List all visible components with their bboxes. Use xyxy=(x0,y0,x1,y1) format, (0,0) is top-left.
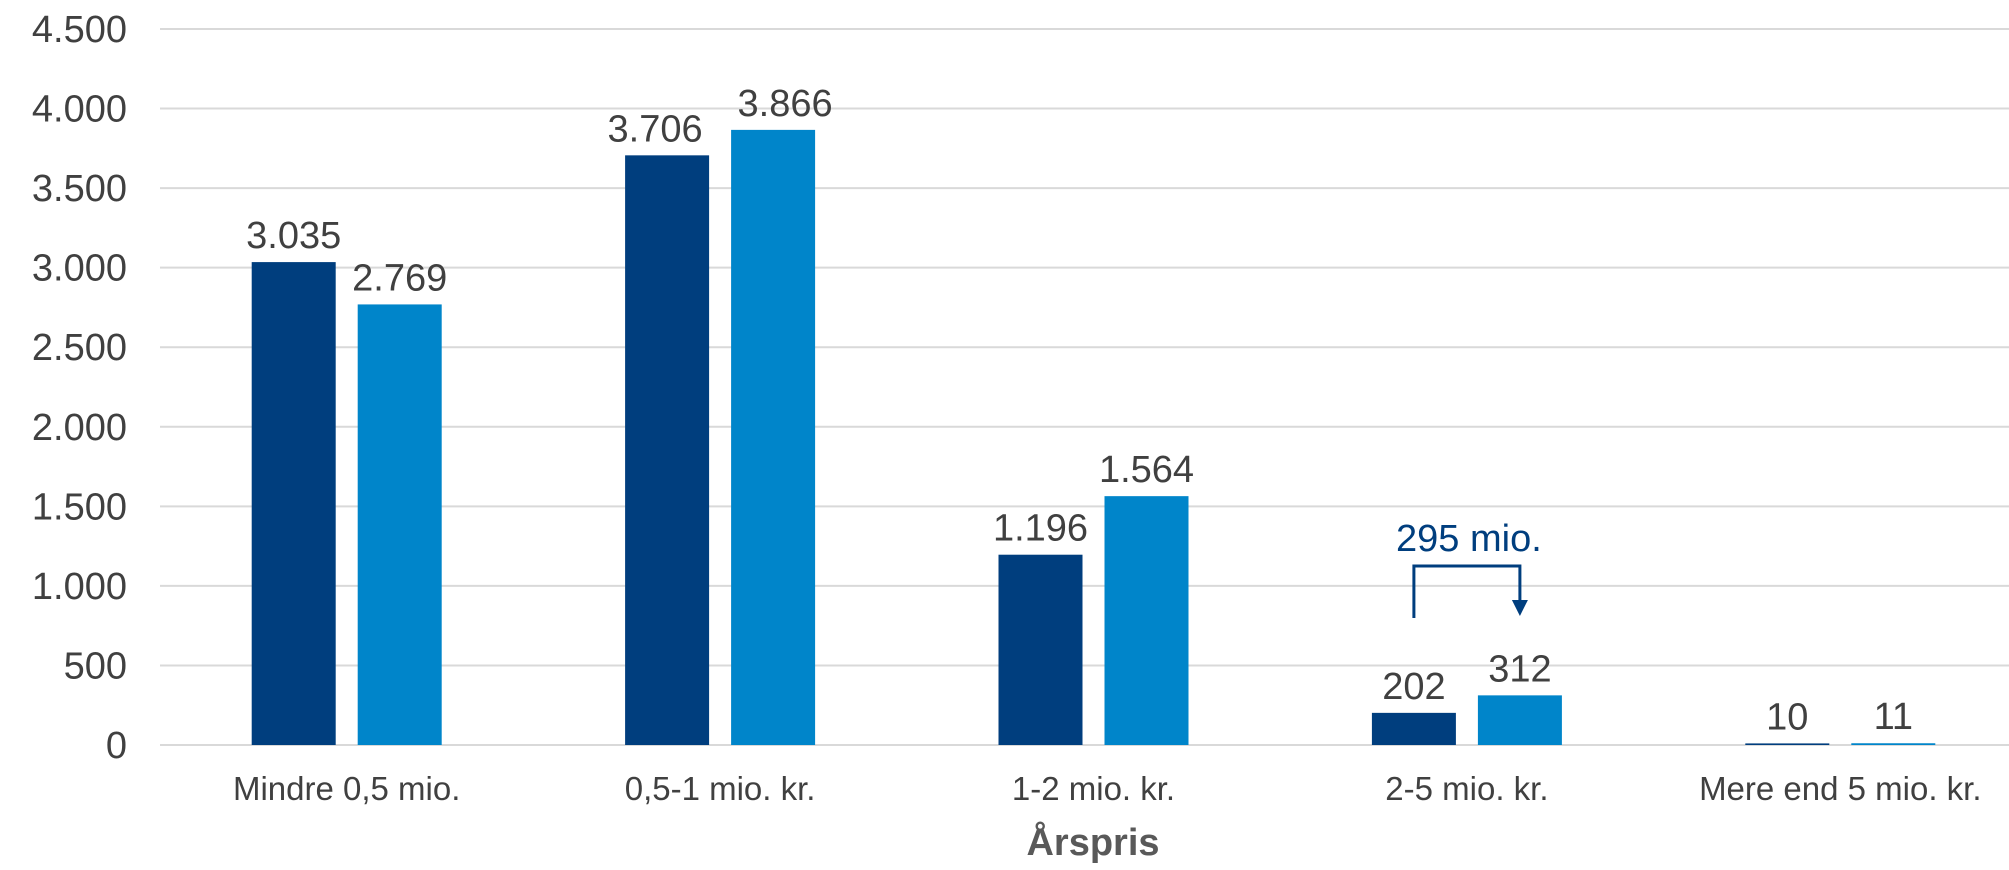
x-axis-title: Årspris xyxy=(1026,820,1159,864)
annotation-label: 295 mio. xyxy=(1396,518,1542,560)
data-label: 11 xyxy=(1874,696,1913,738)
y-tick-label: 3.000 xyxy=(32,248,127,290)
bar xyxy=(998,554,1083,745)
bar xyxy=(1745,743,1830,745)
data-label: 1.196 xyxy=(993,508,1088,550)
y-tick-label: 3.500 xyxy=(32,168,127,210)
annotation-bracket xyxy=(1412,564,1522,618)
data-label: 2.769 xyxy=(352,257,447,299)
bar xyxy=(1477,695,1562,745)
x-tick-label: 2-5 mio. kr. xyxy=(1385,770,1548,807)
data-label: 312 xyxy=(1488,648,1551,690)
data-labels: 3.035 2.769 3.706 3.866 1.196 1.564 202 312 10 11 xyxy=(246,83,1913,739)
annotation: 295 mio. xyxy=(1396,518,1542,618)
data-label: 3.035 xyxy=(246,215,341,257)
y-tick-label: 4.000 xyxy=(32,89,127,131)
y-tick-label: 1.500 xyxy=(32,486,127,528)
annotation-arrowhead xyxy=(1511,600,1528,616)
y-tick-label: 2.500 xyxy=(32,327,127,369)
bar xyxy=(357,304,442,745)
data-label: 202 xyxy=(1382,666,1445,708)
x-tick-label: 1-2 mio. kr. xyxy=(1012,770,1175,807)
x-tick-label: Mere end 5 mio. kr. xyxy=(1699,770,1981,807)
y-axis-tick-labels: 0 500 1.000 1.500 2.000 2.500 3.000 3.500 4.000 4… xyxy=(32,9,127,767)
x-tick-label: 0,5-1 mio. kr. xyxy=(625,770,816,807)
data-label: 1.564 xyxy=(1099,449,1194,491)
data-label: 3.866 xyxy=(738,83,833,125)
bar xyxy=(625,155,710,745)
y-tick-label: 0 xyxy=(106,725,127,767)
y-tick-label: 4.500 xyxy=(32,9,127,51)
x-tick-label: Mindre 0,5 mio. xyxy=(233,770,460,807)
data-label: 10 xyxy=(1766,696,1808,738)
bar xyxy=(1104,496,1189,745)
x-axis-tick-labels: Mindre 0,5 mio. 0,5-1 mio. kr. 1-2 mio. kr… xyxy=(233,770,1982,807)
y-tick-label: 500 xyxy=(64,645,127,687)
bar xyxy=(1371,712,1456,745)
bars xyxy=(251,129,1936,745)
y-tick-label: 2.000 xyxy=(32,407,127,449)
y-tick-label: 1.000 xyxy=(32,566,127,608)
bar xyxy=(731,129,816,745)
data-label: 3.706 xyxy=(608,108,703,150)
bar xyxy=(1851,743,1936,745)
gridlines xyxy=(160,28,2009,746)
bar xyxy=(251,262,336,745)
